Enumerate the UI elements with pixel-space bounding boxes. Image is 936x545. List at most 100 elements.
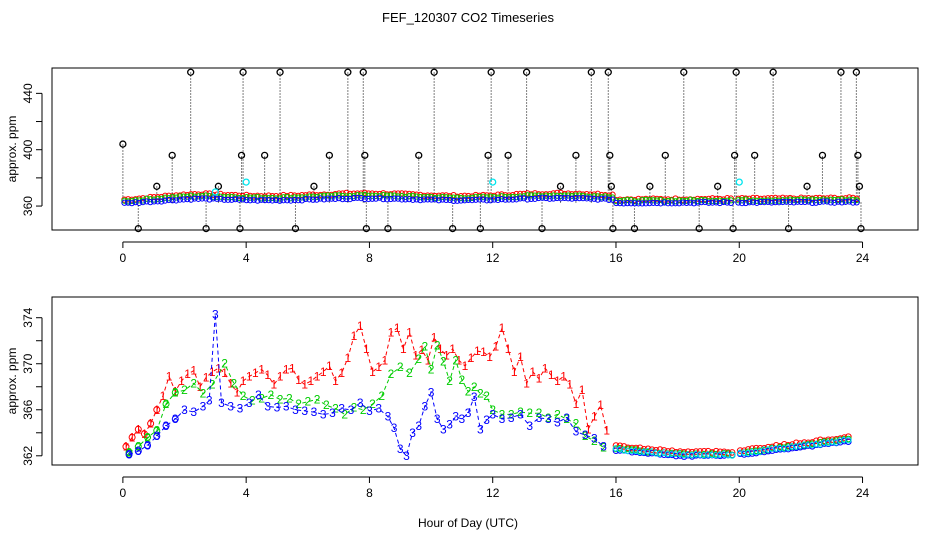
series-mark-3: 3: [181, 403, 188, 417]
series-point-blue: [402, 196, 409, 203]
series-point-blue: [646, 200, 653, 207]
series-mark-2: 2: [304, 395, 311, 409]
series-point-blue: [694, 199, 701, 206]
series-point-blue: [461, 197, 468, 204]
overnight-point: [716, 448, 724, 456]
series-point-blue: [831, 199, 838, 206]
spike-point: [538, 224, 546, 233]
series-point-blue: [184, 196, 191, 203]
series-mark-1: 1: [234, 386, 241, 400]
overnight-point: [644, 447, 652, 455]
series-circle-2: [162, 400, 170, 408]
overnight-point: [845, 436, 852, 444]
series-point-red: [546, 191, 553, 198]
series-mark-1: 1: [462, 359, 469, 373]
series-point-blue: [232, 196, 239, 203]
series-mark-1: 1: [480, 345, 487, 359]
series-circle-1: [122, 443, 130, 451]
series-mark-3: 3: [582, 428, 589, 442]
series-mark-1: 1: [548, 368, 555, 382]
series-point-blue: [380, 196, 387, 203]
series-point-green: [524, 192, 531, 199]
series-mark-1: 1: [289, 361, 296, 375]
series-point-blue: [676, 200, 683, 207]
series-mark-3: 3: [366, 404, 373, 418]
series-mark-1: 1: [400, 342, 407, 356]
spike-point: [325, 151, 334, 159]
series-mark-1: 1: [560, 369, 567, 383]
series-mark-1: 1: [209, 365, 216, 379]
series-point-green: [687, 196, 694, 203]
series-point-blue: [376, 194, 383, 201]
series-mark-2: 2: [563, 412, 570, 426]
spike-point: [119, 140, 127, 148]
series-point-blue: [176, 196, 183, 203]
y-axis-top: 360 400 440: [21, 83, 43, 216]
series-point-blue: [809, 199, 816, 207]
series-point-blue: [457, 197, 465, 204]
series-mark-3: 3: [452, 410, 459, 424]
series-mark-1: 1: [135, 422, 142, 436]
series-point-red: [247, 192, 254, 199]
series-mark-2: 2: [440, 354, 447, 368]
overnight-point: [728, 452, 736, 459]
series-mark-1: 1: [381, 353, 388, 367]
series-point-blue: [284, 197, 291, 204]
series-point-blue: [398, 196, 405, 203]
series-mark-3: 3: [409, 426, 416, 440]
series-mark-1: 1: [178, 374, 185, 388]
overnight-point: [780, 441, 788, 448]
series-point-blue: [650, 199, 657, 206]
spike-point: [384, 224, 392, 233]
series-mark-3: 3: [434, 412, 441, 426]
y-axis-label-top: approx. ppm: [5, 116, 19, 183]
series-mark-2: 2: [459, 373, 466, 387]
series-mark-3: 3: [329, 406, 336, 420]
spike-point: [153, 182, 161, 190]
series-mark-2: 2: [332, 402, 339, 416]
series-point-green: [494, 194, 502, 201]
series-mark-3: 3: [508, 411, 515, 425]
series-mark-2: 2: [181, 383, 188, 397]
overnight-point: [652, 450, 660, 457]
x-tick-label: 24: [856, 486, 870, 500]
series-point-blue: [816, 198, 823, 206]
series-mark-2: 2: [526, 406, 533, 420]
series-mark-2: 2: [446, 374, 453, 388]
series-mark-2: 2: [144, 430, 151, 444]
series-point-blue: [213, 195, 220, 202]
y-axis-label-bottom: approx. ppm: [5, 348, 19, 415]
series-point-blue: [583, 195, 590, 202]
series-mark-1: 1: [129, 430, 136, 444]
series-point-blue: [162, 197, 169, 204]
series-mark-2: 2: [230, 376, 237, 390]
series-mark-3: 3: [218, 396, 225, 410]
series-mark-3: 3: [471, 390, 478, 404]
series-point-blue: [498, 196, 505, 203]
series-point-blue: [258, 196, 265, 203]
cyan-point: [211, 188, 219, 196]
series-point-blue: [206, 196, 213, 203]
series-point-blue: [417, 197, 424, 204]
series-point-blue: [446, 196, 453, 204]
series-point-blue: [517, 195, 524, 202]
spike-point: [484, 151, 492, 159]
series-point-blue: [136, 199, 143, 206]
series-mark-1: 1: [190, 364, 197, 378]
overnight-point: [800, 441, 808, 449]
series-point-blue: [690, 200, 698, 207]
series-point-green: [324, 192, 331, 199]
spike-point: [751, 151, 759, 159]
series-mark-3: 3: [274, 400, 281, 414]
series-mark-1: 1: [388, 326, 395, 340]
series-mark-2: 2: [517, 405, 524, 419]
series-point-blue: [772, 199, 779, 206]
series-point-blue: [195, 195, 202, 202]
overnight-point: [616, 442, 624, 450]
series-mark-1: 1: [523, 376, 530, 390]
series-point-blue: [827, 199, 834, 206]
series-point-blue: [657, 200, 664, 207]
series-mark-1: 1: [271, 377, 278, 391]
